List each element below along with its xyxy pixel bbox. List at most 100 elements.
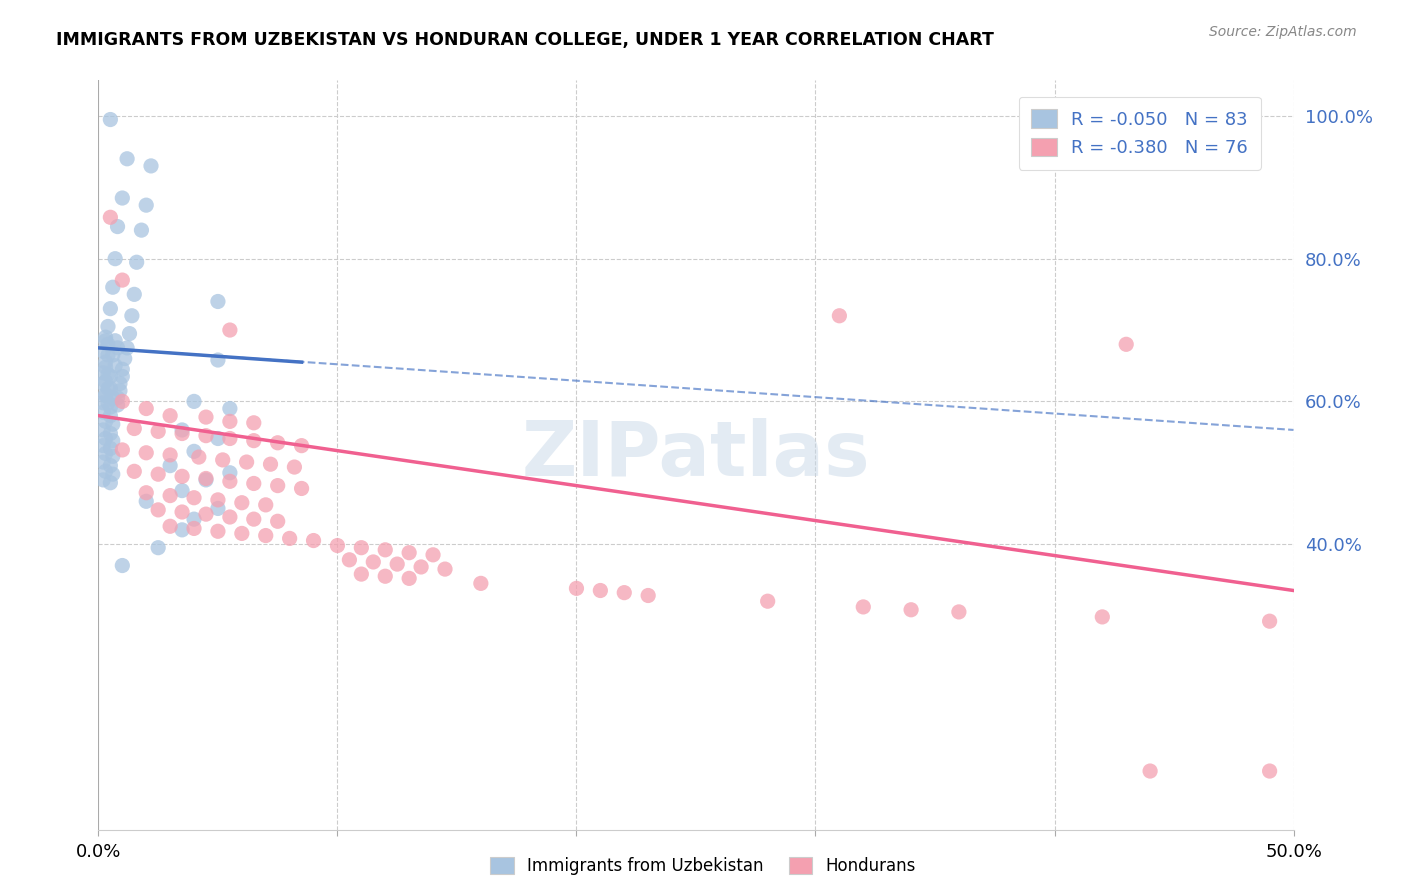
Point	[124, 287, 146, 301]
Point	[94, 330, 117, 344]
Point	[235, 455, 257, 469]
Point	[108, 384, 131, 398]
Point	[350, 541, 373, 555]
Point	[94, 432, 117, 446]
Point	[97, 368, 120, 382]
Point	[278, 532, 301, 546]
Point	[111, 558, 134, 573]
Point	[111, 191, 134, 205]
Point	[183, 521, 205, 535]
Point	[291, 482, 314, 496]
Point	[135, 401, 157, 416]
Point	[91, 366, 114, 380]
Point	[97, 348, 120, 362]
Point	[94, 355, 117, 369]
Point	[91, 344, 114, 359]
Point	[259, 457, 281, 471]
Point	[111, 273, 134, 287]
Point	[183, 491, 205, 505]
Point	[434, 562, 457, 576]
Point	[107, 341, 129, 355]
Legend: R = -0.050   N = 83, R = -0.380   N = 76: R = -0.050 N = 83, R = -0.380 N = 76	[1019, 97, 1261, 169]
Point	[283, 460, 305, 475]
Point	[243, 416, 266, 430]
Point	[94, 389, 117, 403]
Point	[172, 426, 194, 441]
Point	[411, 560, 433, 574]
Point	[101, 348, 124, 362]
Point	[183, 394, 205, 409]
Point	[172, 423, 194, 437]
Point	[231, 496, 253, 510]
Point	[135, 494, 157, 508]
Point	[124, 421, 146, 435]
Point	[104, 252, 127, 266]
Point	[613, 585, 636, 599]
Point	[207, 353, 229, 368]
Point	[267, 514, 290, 528]
Point	[98, 475, 122, 490]
Point	[135, 485, 157, 500]
Point	[135, 446, 157, 460]
Point	[326, 539, 349, 553]
Point	[98, 382, 122, 396]
Point	[398, 571, 420, 585]
Point	[111, 362, 134, 376]
Point	[91, 439, 114, 453]
Point	[637, 589, 659, 603]
Point	[97, 396, 120, 410]
Point	[219, 510, 242, 524]
Point	[98, 211, 122, 225]
Point	[398, 546, 420, 560]
Point	[101, 467, 124, 482]
Point	[207, 501, 229, 516]
Point	[195, 473, 218, 487]
Point	[195, 471, 218, 485]
Point	[267, 435, 290, 450]
Point	[183, 444, 205, 458]
Point	[1115, 337, 1137, 351]
Point	[107, 398, 129, 412]
Point	[159, 448, 181, 462]
Point	[101, 434, 124, 448]
Point	[385, 557, 409, 571]
Point	[195, 410, 218, 425]
Point	[111, 442, 134, 457]
Point	[207, 294, 229, 309]
Point	[422, 548, 444, 562]
Point	[148, 425, 170, 439]
Point	[125, 255, 148, 269]
Point	[374, 569, 396, 583]
Point	[254, 528, 277, 542]
Point	[91, 423, 114, 437]
Point	[470, 576, 492, 591]
Point	[948, 605, 970, 619]
Point	[195, 507, 218, 521]
Point	[148, 503, 170, 517]
Point	[1258, 764, 1281, 778]
Point	[1258, 614, 1281, 628]
Point	[159, 409, 181, 423]
Point	[219, 466, 242, 480]
Point	[243, 476, 266, 491]
Text: ZIPatlas: ZIPatlas	[522, 418, 870, 491]
Point	[101, 450, 124, 464]
Point	[94, 414, 117, 428]
Point	[107, 391, 129, 405]
Point	[756, 594, 779, 608]
Point	[254, 498, 277, 512]
Point	[114, 351, 136, 366]
Point	[135, 198, 157, 212]
Point	[118, 326, 141, 341]
Point	[159, 458, 181, 473]
Point	[97, 319, 120, 334]
Point	[339, 553, 361, 567]
Point	[94, 464, 117, 478]
Point	[91, 376, 114, 391]
Point	[91, 455, 114, 469]
Point	[111, 369, 134, 384]
Point	[172, 483, 194, 498]
Point	[219, 401, 242, 416]
Point	[148, 467, 170, 482]
Point	[101, 280, 124, 294]
